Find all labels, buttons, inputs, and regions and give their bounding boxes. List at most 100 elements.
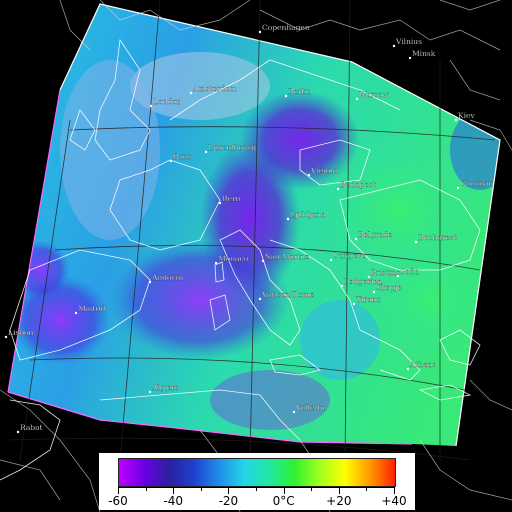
city-marker [456, 186, 460, 190]
legend-tick-label: -40 [163, 494, 183, 508]
city-label: Vienna [310, 166, 338, 175]
legend-tick [228, 487, 230, 494]
city-marker [4, 335, 8, 339]
city-marker [189, 91, 193, 95]
city-label: Sarajevo [333, 251, 367, 260]
city-label: Rabat [20, 423, 43, 432]
city-label: Ljubljana [290, 210, 326, 219]
city-athens: Athens [406, 360, 436, 371]
city-label: Luxembourg [208, 143, 256, 152]
city-marker [406, 367, 410, 371]
city-belgrade: Belgrade [354, 230, 393, 241]
city-label: San Marino [265, 252, 310, 261]
city-label: Tirana [356, 295, 381, 304]
city-label: Belgrade [358, 230, 393, 239]
city-label: Lisbon [8, 328, 34, 337]
city-kiev: Kiev [454, 111, 476, 122]
city-label: Pristina [371, 268, 401, 277]
legend-minor-tick [366, 487, 368, 491]
city-marker [329, 258, 333, 262]
city-marker [336, 187, 340, 191]
scene-border-pink [7, 391, 413, 445]
city-marker [292, 410, 296, 414]
city-warsaw: Warsaw [355, 90, 390, 101]
city-marker [355, 97, 359, 101]
city-label: Copenhagen [262, 23, 310, 32]
city-label: Amsterdam [192, 84, 237, 93]
city-skopje: Skopje [372, 283, 402, 294]
city-rabat: Rabat [16, 423, 43, 434]
city-label: Valletta [295, 403, 325, 412]
city-label: Athens [409, 360, 436, 369]
legend-tick [173, 487, 175, 494]
city-budapest: Budapest [336, 180, 376, 191]
city-vienna: Vienna [307, 166, 338, 177]
city-label: Kiev [458, 111, 475, 120]
city-tirana: Tirana [352, 295, 381, 306]
city-marker [352, 302, 356, 306]
city-marker [354, 237, 358, 241]
city-marker [148, 280, 152, 284]
city-label: Andorra [151, 273, 184, 282]
legend-tick-label: +40 [381, 494, 407, 508]
city-marker [286, 217, 290, 221]
city-algiers: Algiers [148, 383, 179, 394]
city-marker [454, 118, 458, 122]
legend-tick-label: -20 [218, 494, 239, 508]
legend-tick-label: 0°C [272, 494, 295, 508]
city-label: Algiers [151, 383, 179, 392]
legend-tick [394, 487, 395, 494]
city-amsterdam: Amsterdam [189, 84, 237, 95]
city-label: Vilnius [395, 37, 422, 46]
city-london: London [149, 97, 182, 108]
legend-minor-tick [256, 487, 257, 491]
city-label: Sofia [400, 267, 420, 276]
city-sofia: Sofia [396, 267, 420, 278]
scene-border [59, 3, 501, 447]
legend-tick [118, 487, 119, 494]
city-label: Berlin [288, 87, 311, 96]
city-label: Paris [173, 152, 192, 161]
city-luxembourg: Luxembourg [204, 143, 256, 154]
city-marker [340, 284, 344, 288]
color-scale-bar [118, 458, 396, 487]
temperature-legend: -60 -40 -20 0°C +20 +40 [99, 453, 415, 510]
city-podgorica: Podgorica [340, 277, 383, 288]
city-marker [372, 290, 376, 294]
legend-tick [338, 487, 340, 494]
city-label: Bucharest [418, 233, 457, 242]
legend-minor-tick [200, 487, 202, 491]
city-madrid: Madrid [74, 304, 106, 315]
city-marker [367, 275, 371, 279]
city-labels: Copenhagen Vilnius Minsk Amsterdam Berlin War… [4, 23, 494, 434]
city-marker [204, 150, 208, 154]
city-ljubljana: Ljubljana [286, 210, 326, 221]
city-label: Monaco [218, 254, 249, 263]
legend-minor-tick [145, 487, 147, 491]
city-label: London [153, 97, 182, 106]
city-marker [148, 390, 152, 394]
city-monaco: Monaco [214, 254, 249, 265]
city-marker [258, 297, 262, 301]
legend-tick [283, 487, 285, 494]
city-paris: Paris [169, 152, 192, 163]
city-berlin: Berlin [284, 87, 311, 98]
legend-axis [118, 487, 395, 496]
city-marker [74, 311, 78, 315]
legend-minor-tick [311, 487, 313, 491]
city-label: Chisinau [460, 179, 494, 188]
city-vilnius: Vilnius [392, 37, 422, 48]
city-valletta: Valletta [292, 403, 326, 414]
city-bern: Bern [218, 194, 241, 205]
legend-tick-label: +20 [326, 494, 352, 508]
city-sarajevo: Sarajevo [329, 251, 367, 262]
city-san-marino: San Marino [261, 252, 310, 263]
city-marker [16, 430, 20, 434]
city-marker [149, 104, 153, 108]
city-andorra: Andorra [148, 273, 184, 284]
city-marker [261, 259, 265, 263]
city-vatican: Vatican/Rome [258, 290, 315, 301]
city-marker [284, 94, 288, 98]
